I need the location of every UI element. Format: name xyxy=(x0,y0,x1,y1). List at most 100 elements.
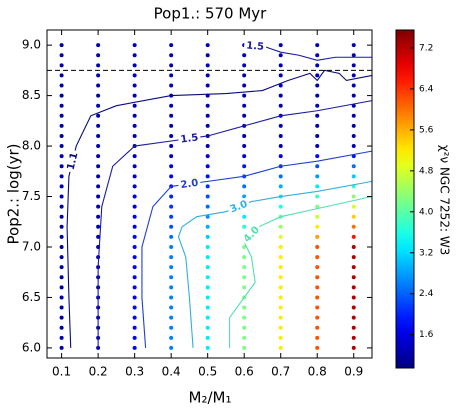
colorbar xyxy=(395,29,415,369)
grid-point xyxy=(59,305,64,310)
grid-point xyxy=(242,194,247,199)
grid-point xyxy=(205,194,210,199)
grid-point xyxy=(205,43,210,48)
grid-point xyxy=(169,83,174,88)
grid-point xyxy=(278,295,283,300)
grid-point xyxy=(242,345,247,350)
x-tick-label: 0.6 xyxy=(235,365,254,379)
grid-point xyxy=(132,133,137,138)
grid-point xyxy=(351,224,356,229)
grid-point xyxy=(59,275,64,280)
colorbar-tick-label: 7.2 xyxy=(419,43,433,53)
grid-point xyxy=(315,93,320,98)
grid-point xyxy=(59,234,64,239)
grid-point xyxy=(169,275,174,280)
grid-point xyxy=(96,184,101,189)
grid-point xyxy=(205,224,210,229)
grid-point xyxy=(132,194,137,199)
grid-point xyxy=(132,184,137,189)
grid-point xyxy=(278,144,283,149)
grid-point xyxy=(351,214,356,219)
grid-point xyxy=(278,184,283,189)
grid-point xyxy=(205,123,210,128)
colorbar-label: χ²ν NGC 7252: W3 xyxy=(438,145,452,256)
grid-point xyxy=(205,214,210,219)
grid-point xyxy=(278,73,283,78)
colorbar-tick-label: 3.2 xyxy=(419,248,433,258)
grid-point xyxy=(96,83,101,88)
grid-point xyxy=(242,315,247,320)
grid-point xyxy=(351,194,356,199)
grid-point xyxy=(205,315,210,320)
y-tick-label: 8.0 xyxy=(22,139,41,153)
grid-point xyxy=(96,103,101,108)
grid-point xyxy=(59,194,64,199)
grid-point xyxy=(132,275,137,280)
grid-point xyxy=(315,113,320,118)
grid-point xyxy=(315,123,320,128)
grid-point xyxy=(315,63,320,68)
grid-point xyxy=(278,123,283,128)
grid-point xyxy=(242,184,247,189)
grid-point xyxy=(315,224,320,229)
contour-label: 2.0 xyxy=(180,178,199,191)
grid-point xyxy=(132,234,137,239)
grid-point xyxy=(315,234,320,239)
grid-point xyxy=(351,244,356,249)
grid-point xyxy=(132,335,137,340)
x-axis-label: M₂/M₁ xyxy=(189,389,232,407)
colorbar-tick-label: 6.4 xyxy=(419,84,434,94)
grid-point xyxy=(242,244,247,249)
grid-point xyxy=(315,53,320,58)
contour-label: 1.5 xyxy=(246,40,265,53)
grid-point xyxy=(278,345,283,350)
y-axis-label: Pop2.: log(yr) xyxy=(5,144,23,245)
grid-point xyxy=(169,255,174,260)
x-tick-label: 0.7 xyxy=(271,365,290,379)
grid-point xyxy=(351,133,356,138)
grid-point xyxy=(242,103,247,108)
grid-point xyxy=(315,194,320,199)
grid-point xyxy=(132,325,137,330)
x-tick-label: 0.4 xyxy=(162,365,181,379)
contour-line xyxy=(244,44,372,61)
colorbar-tick-label: 4.8 xyxy=(419,166,434,176)
x-tick-label: 0.5 xyxy=(198,365,217,379)
grid-point xyxy=(205,275,210,280)
grid-point xyxy=(169,154,174,159)
grid-point xyxy=(242,73,247,78)
grid-point xyxy=(205,184,210,189)
grid-point xyxy=(96,144,101,149)
grid-point xyxy=(315,335,320,340)
grid-point xyxy=(132,93,137,98)
grid-point xyxy=(351,53,356,58)
grid-point xyxy=(132,43,137,48)
grid-point xyxy=(132,103,137,108)
grid-point xyxy=(59,43,64,48)
grid-point xyxy=(351,255,356,260)
grid-point xyxy=(169,285,174,290)
grid-point xyxy=(278,174,283,179)
grid-point xyxy=(169,103,174,108)
grid-point xyxy=(205,73,210,78)
grid-point xyxy=(315,275,320,280)
grid-point xyxy=(351,234,356,239)
grid-point xyxy=(59,154,64,159)
grid-point xyxy=(169,53,174,58)
grid-point xyxy=(169,144,174,149)
grid-point xyxy=(132,265,137,270)
grid-point xyxy=(132,224,137,229)
grid-point xyxy=(351,204,356,209)
grid-point xyxy=(132,345,137,350)
grid-point xyxy=(59,103,64,108)
grid-point xyxy=(132,113,137,118)
grid-point xyxy=(242,154,247,159)
grid-point xyxy=(242,255,247,260)
grid-point xyxy=(59,285,64,290)
contour-label-bg xyxy=(177,131,202,146)
grid-point xyxy=(59,214,64,219)
grid-point xyxy=(96,224,101,229)
chart-title: Pop1.: 570 Myr xyxy=(154,5,268,23)
grid-point xyxy=(59,174,64,179)
